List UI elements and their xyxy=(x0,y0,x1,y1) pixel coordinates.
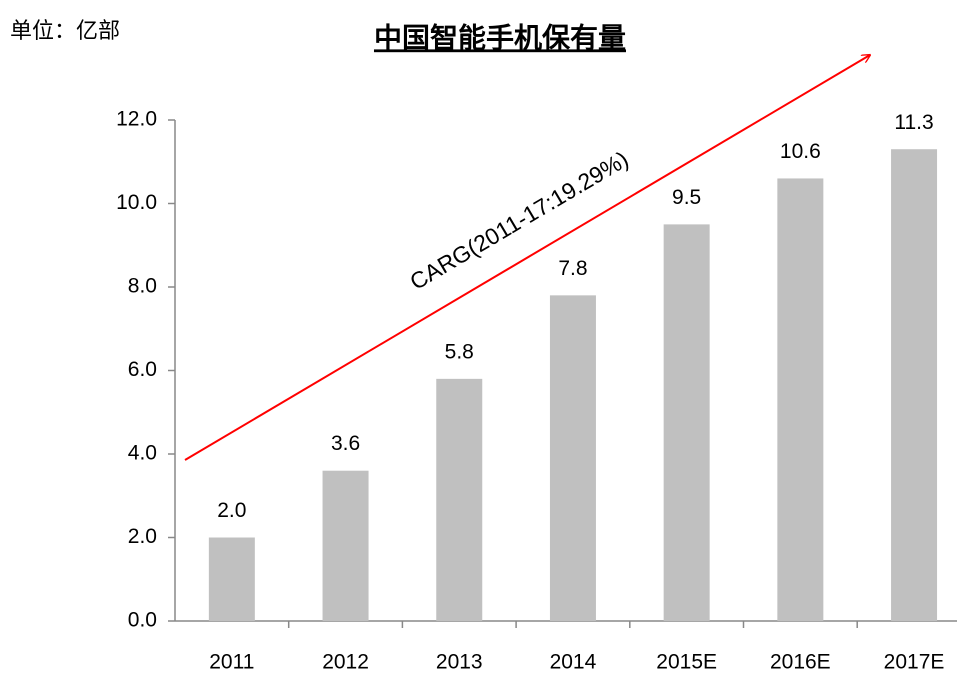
bar xyxy=(208,537,255,621)
x-tick-label: 2015E xyxy=(656,651,717,674)
value-label: 11.3 xyxy=(894,111,933,134)
chart-title: 中国智能手机保有量 xyxy=(374,22,626,53)
x-tick-label: 2014 xyxy=(550,651,597,674)
x-tick-label: 2012 xyxy=(322,651,369,674)
bar xyxy=(322,470,369,621)
x-tick-label: 2011 xyxy=(209,651,254,674)
y-tick-label: 12.0 xyxy=(116,108,157,131)
bar xyxy=(436,378,483,621)
value-label: 9.5 xyxy=(672,186,701,209)
x-tick-label: 2017E xyxy=(884,651,945,674)
x-tick-label: 2013 xyxy=(436,651,483,674)
y-tick-label: 6.0 xyxy=(128,358,157,381)
bar xyxy=(891,149,938,621)
bar xyxy=(777,178,824,621)
y-tick-label: 10.0 xyxy=(116,191,157,214)
y-tick-label: 0.0 xyxy=(128,609,157,632)
annotation: CARG(2011-17:19.29%) xyxy=(405,146,632,295)
bar xyxy=(663,224,710,621)
x-tick-label: 2016E xyxy=(770,651,831,674)
value-label: 7.8 xyxy=(558,257,587,280)
y-tick-label: 8.0 xyxy=(128,275,157,298)
value-label: 10.6 xyxy=(780,140,821,163)
value-label: 3.6 xyxy=(331,432,360,455)
y-tick-label: 2.0 xyxy=(128,525,157,548)
unit-label: 单位：亿部 xyxy=(10,18,120,43)
trend-arrow xyxy=(184,55,870,461)
y-tick-label: 4.0 xyxy=(128,442,157,465)
value-label: 5.8 xyxy=(445,340,474,363)
value-label: 2.0 xyxy=(217,499,246,522)
bar xyxy=(549,295,596,621)
